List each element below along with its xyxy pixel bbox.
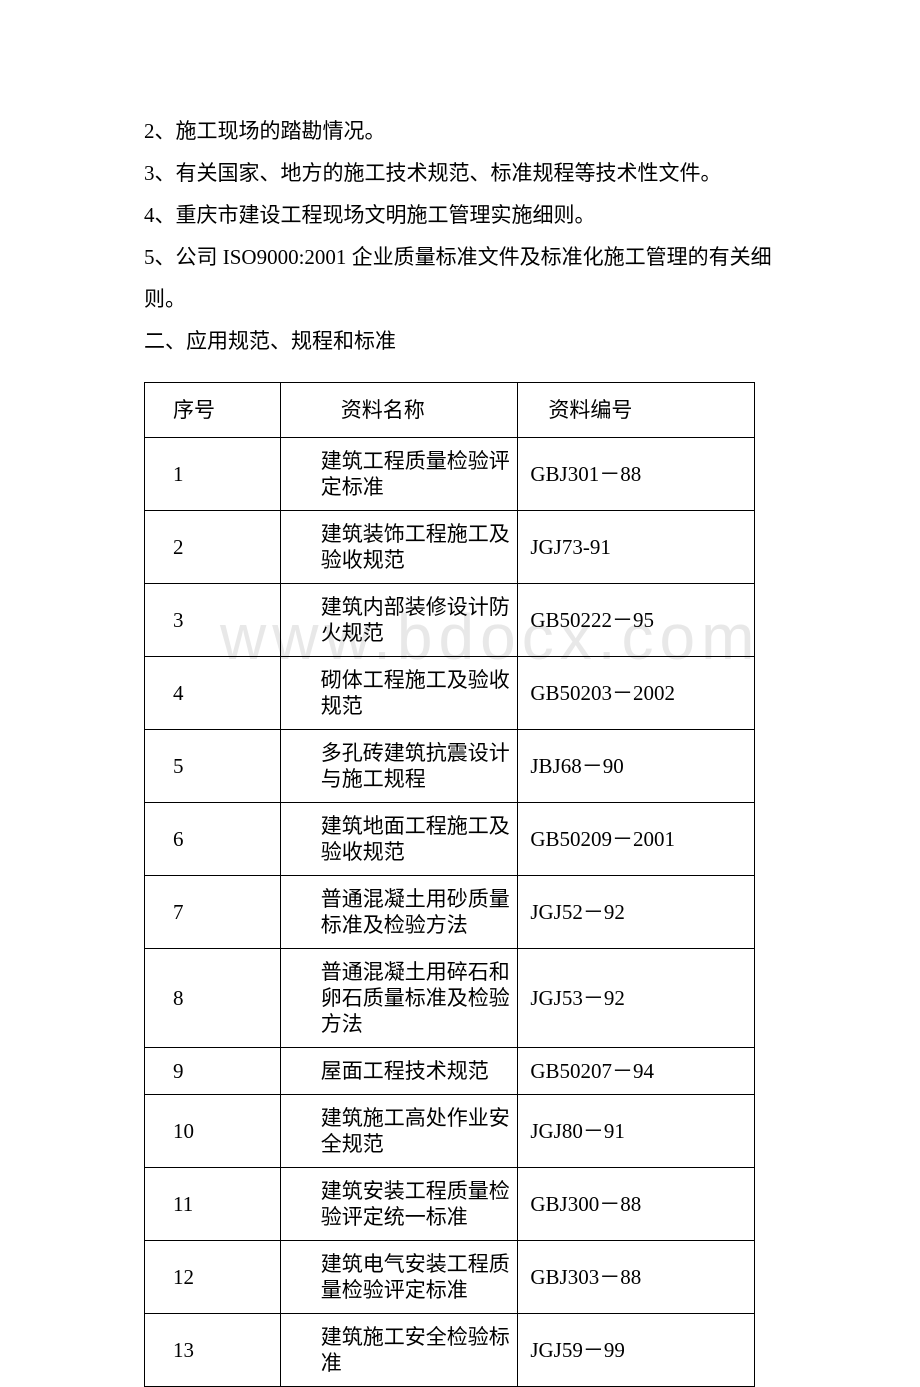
cell-seq: 12	[145, 1241, 281, 1314]
standards-table: 序号 资料名称 资料编号 1建筑工程质量检验评定标准GBJ301－88 2建筑装…	[144, 382, 755, 1387]
cell-code: GB50207－94	[518, 1048, 755, 1095]
cell-name: 砌体工程施工及验收规范	[280, 657, 518, 730]
table-row: 2建筑装饰工程施工及验收规范JGJ73-91	[145, 511, 755, 584]
table-row: 12建筑电气安装工程质量检验评定标准GBJ303－88	[145, 1241, 755, 1314]
cell-code: JGJ52－92	[518, 876, 755, 949]
table-row: 3建筑内部装修设计防火规范GB50222－95	[145, 584, 755, 657]
paragraph-block: 2、施工现场的踏勘情况。 3、有关国家、地方的施工技术规范、标准规程等技术性文件…	[144, 110, 796, 362]
cell-seq: 7	[145, 876, 281, 949]
cell-code: GB50209－2001	[518, 803, 755, 876]
cell-code: GBJ301－88	[518, 438, 755, 511]
cell-name: 普通混凝土用碎石和卵石质量标准及检验方法	[280, 949, 518, 1048]
cell-name: 屋面工程技术规范	[280, 1048, 518, 1095]
cell-seq: 5	[145, 730, 281, 803]
table-header-row: 序号 资料名称 资料编号	[145, 383, 755, 438]
cell-name: 建筑电气安装工程质量检验评定标准	[280, 1241, 518, 1314]
table-row: 13建筑施工安全检验标准JGJ59－99	[145, 1314, 755, 1387]
cell-code: GBJ303－88	[518, 1241, 755, 1314]
cell-name: 建筑施工高处作业安全规范	[280, 1095, 518, 1168]
cell-code: GBJ300－88	[518, 1168, 755, 1241]
cell-name: 建筑工程质量检验评定标准	[280, 438, 518, 511]
paragraph-line: 3、有关国家、地方的施工技术规范、标准规程等技术性文件。	[144, 152, 796, 194]
header-name: 资料名称	[280, 383, 518, 438]
cell-name: 建筑安装工程质量检验评定统一标准	[280, 1168, 518, 1241]
cell-name: 普通混凝土用砂质量标准及检验方法	[280, 876, 518, 949]
cell-seq: 2	[145, 511, 281, 584]
table-row: 1建筑工程质量检验评定标准GBJ301－88	[145, 438, 755, 511]
cell-name: 多孔砖建筑抗震设计与施工规程	[280, 730, 518, 803]
cell-name: 建筑内部装修设计防火规范	[280, 584, 518, 657]
cell-code: JGJ73-91	[518, 511, 755, 584]
cell-name: 建筑装饰工程施工及验收规范	[280, 511, 518, 584]
cell-seq: 11	[145, 1168, 281, 1241]
paragraph-line: 4、重庆市建设工程现场文明施工管理实施细则。	[144, 194, 796, 236]
cell-code: GB50203－2002	[518, 657, 755, 730]
cell-code: GB50222－95	[518, 584, 755, 657]
header-seq: 序号	[145, 383, 281, 438]
cell-seq: 13	[145, 1314, 281, 1387]
cell-code: JGJ53－92	[518, 949, 755, 1048]
cell-seq: 4	[145, 657, 281, 730]
table-row: 5多孔砖建筑抗震设计与施工规程JBJ68－90	[145, 730, 755, 803]
table-row: 11建筑安装工程质量检验评定统一标准GBJ300－88	[145, 1168, 755, 1241]
table-row: 10建筑施工高处作业安全规范JGJ80－91	[145, 1095, 755, 1168]
cell-code: JBJ68－90	[518, 730, 755, 803]
table-row: 7普通混凝土用砂质量标准及检验方法JGJ52－92	[145, 876, 755, 949]
table-row: 4砌体工程施工及验收规范GB50203－2002	[145, 657, 755, 730]
cell-seq: 10	[145, 1095, 281, 1168]
paragraph-line: 2、施工现场的踏勘情况。	[144, 110, 796, 152]
cell-name: 建筑施工安全检验标准	[280, 1314, 518, 1387]
paragraph-line: 5、公司 ISO9000:2001 企业质量标准文件及标准化施工管理的有关细则。	[144, 236, 796, 320]
table-row: 9屋面工程技术规范GB50207－94	[145, 1048, 755, 1095]
cell-seq: 3	[145, 584, 281, 657]
table-row: 6建筑地面工程施工及验收规范GB50209－2001	[145, 803, 755, 876]
header-code: 资料编号	[518, 383, 755, 438]
cell-code: JGJ80－91	[518, 1095, 755, 1168]
paragraph-line: 二、应用规范、规程和标准	[144, 320, 796, 362]
cell-seq: 6	[145, 803, 281, 876]
cell-seq: 1	[145, 438, 281, 511]
cell-seq: 9	[145, 1048, 281, 1095]
cell-seq: 8	[145, 949, 281, 1048]
cell-name: 建筑地面工程施工及验收规范	[280, 803, 518, 876]
cell-code: JGJ59－99	[518, 1314, 755, 1387]
table-row: 8普通混凝土用碎石和卵石质量标准及检验方法JGJ53－92	[145, 949, 755, 1048]
